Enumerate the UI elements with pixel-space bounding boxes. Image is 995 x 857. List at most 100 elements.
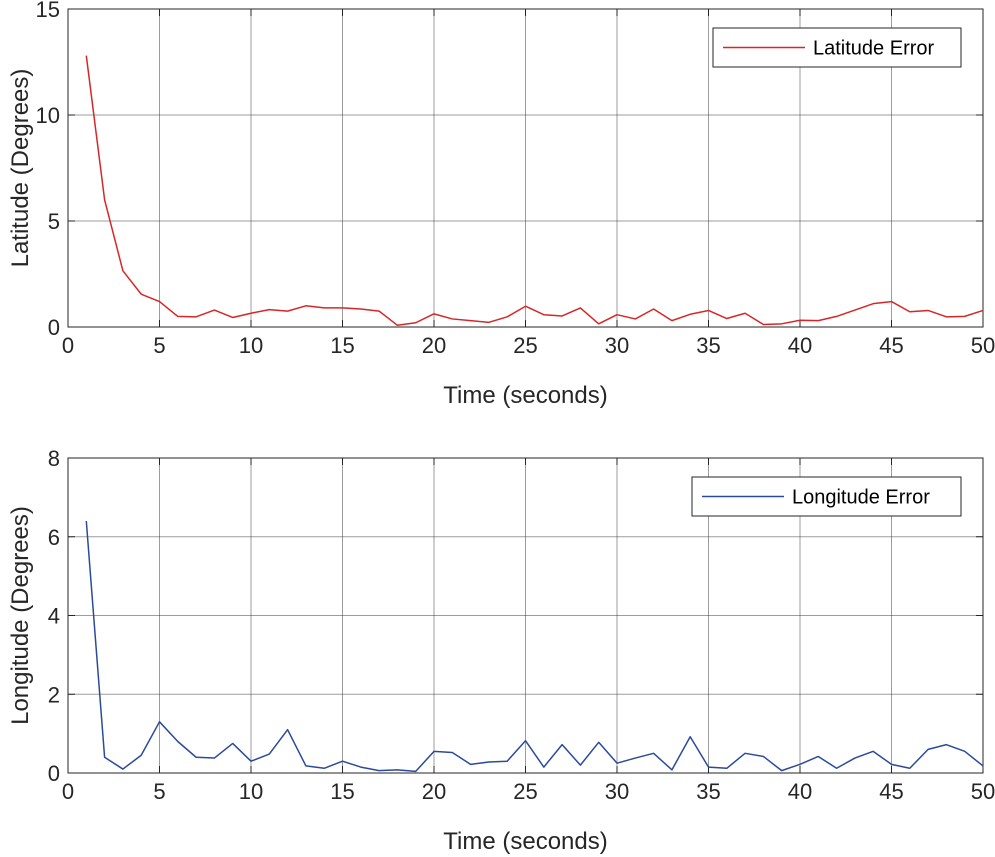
data-point <box>579 764 581 766</box>
data-point <box>836 767 838 769</box>
data-point <box>836 315 838 317</box>
legend-label: Longitude Error <box>792 487 930 509</box>
x-tick-label: 5 <box>153 779 165 804</box>
data-point <box>543 766 545 768</box>
x-tick-label: 35 <box>696 333 720 358</box>
x-tick-label: 50 <box>971 779 995 804</box>
data-point <box>122 768 124 770</box>
data-point <box>744 312 746 314</box>
data-point <box>213 757 215 759</box>
y-axis-label: Latitude (Degrees) <box>7 69 34 268</box>
data-point <box>634 318 636 320</box>
data-point <box>159 301 161 303</box>
data-point <box>415 770 417 772</box>
data-point <box>451 752 453 754</box>
data-point <box>964 315 966 317</box>
data-point <box>415 322 417 324</box>
y-tick-label: 2 <box>48 682 60 707</box>
data-point <box>232 316 234 318</box>
data-point <box>817 320 819 322</box>
data-point <box>927 309 929 311</box>
data-point <box>85 55 87 57</box>
data-point <box>506 316 508 318</box>
x-axis-label: Time (seconds) <box>443 382 607 409</box>
data-point <box>964 750 966 752</box>
data-point <box>396 769 398 771</box>
data-point <box>799 319 801 321</box>
data-point <box>177 315 179 317</box>
data-point <box>872 303 874 305</box>
data-point <box>909 311 911 313</box>
data-point <box>927 748 929 750</box>
chart-panel-1: 0 5 10 15 20 25 30 35 40 45 50 0 5 10 15 Time (seconds)… <box>7 0 995 409</box>
data-point <box>616 762 618 764</box>
x-tick-label: 25 <box>513 779 537 804</box>
x-tick-label: 5 <box>153 333 165 358</box>
data-point <box>287 729 289 731</box>
x-tick-label: 10 <box>239 333 263 358</box>
x-tick-label: 35 <box>696 779 720 804</box>
data-point <box>122 270 124 272</box>
y-tick-label: 8 <box>48 446 60 471</box>
data-point <box>104 199 106 201</box>
x-tick-label: 25 <box>513 333 537 358</box>
data-point <box>378 770 380 772</box>
legend-label: Latitude Error <box>813 38 935 60</box>
y-tick-label: 0 <box>48 761 60 786</box>
y-tick-label: 5 <box>48 209 60 234</box>
series-line-1 <box>85 520 984 773</box>
data-point <box>250 312 252 314</box>
x-tick-label: 20 <box>422 333 446 358</box>
data-point <box>817 755 819 757</box>
data-point <box>268 309 270 311</box>
data-point <box>854 757 856 759</box>
data-point <box>177 741 179 743</box>
data-point <box>488 761 490 763</box>
data-point <box>305 305 307 307</box>
y-tick-label: 15 <box>36 0 60 22</box>
data-point <box>891 301 893 303</box>
data-point <box>140 293 142 295</box>
data-point <box>872 750 874 752</box>
data-point <box>762 323 764 325</box>
data-point <box>616 314 618 316</box>
data-point <box>360 308 362 310</box>
data-point <box>342 307 344 309</box>
data-point <box>634 757 636 759</box>
data-point <box>726 318 728 320</box>
data-point <box>140 754 142 756</box>
data-point <box>232 742 234 744</box>
data-point <box>470 763 472 765</box>
legend: Longitude Error <box>691 476 962 517</box>
y-axis-label: Longitude (Degrees) <box>7 506 34 725</box>
data-point <box>323 767 325 769</box>
data-point <box>982 309 984 311</box>
data-point <box>945 316 947 318</box>
data-point <box>653 308 655 310</box>
data-point <box>909 767 911 769</box>
x-tick-label: 0 <box>62 333 74 358</box>
series-line-1 <box>85 55 984 327</box>
data-point <box>598 323 600 325</box>
data-point <box>195 316 197 318</box>
data-point <box>525 740 527 742</box>
data-point <box>781 323 783 325</box>
data-point <box>85 520 87 522</box>
chart-panel-2: 0 5 10 15 20 25 30 35 40 45 50 0 2 4 6 8 Time (seconds) L… <box>7 446 995 855</box>
data-point <box>689 736 691 738</box>
y-tick-label: 10 <box>36 103 60 128</box>
data-point <box>287 310 289 312</box>
data-point <box>433 750 435 752</box>
y-tick-label: 4 <box>48 604 60 629</box>
data-point <box>708 309 710 311</box>
data-point <box>323 307 325 309</box>
data-point <box>543 314 545 316</box>
data-point <box>305 765 307 767</box>
data-point <box>708 766 710 768</box>
data-point <box>561 315 563 317</box>
x-tick-label: 10 <box>239 779 263 804</box>
data-point <box>689 313 691 315</box>
data-point <box>561 744 563 746</box>
x-tick-label: 30 <box>605 333 629 358</box>
